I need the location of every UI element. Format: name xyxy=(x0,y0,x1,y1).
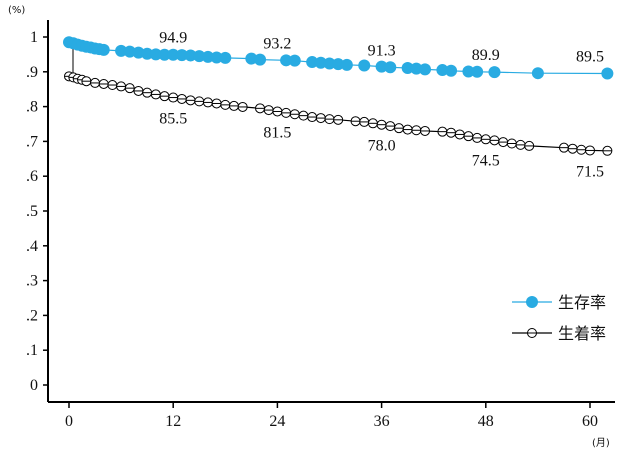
survival-point xyxy=(141,47,154,60)
x-tick-label: 12 xyxy=(165,413,181,430)
x-tick-label: 36 xyxy=(374,413,390,430)
x-unit-label: (月) xyxy=(592,437,610,449)
survival-point xyxy=(436,64,449,77)
y-tick-label: 0 xyxy=(30,377,38,394)
survival-data-label: 89.5 xyxy=(576,49,604,66)
survival-point xyxy=(175,49,188,62)
survival-point xyxy=(149,48,162,61)
survival-point xyxy=(210,51,223,64)
y-tick-label: .7 xyxy=(26,133,38,150)
survival-point xyxy=(323,57,336,70)
y-tick-label: .8 xyxy=(26,99,38,116)
y-tick-label: .1 xyxy=(26,342,38,359)
y-tick-label: .6 xyxy=(26,168,38,185)
survival-point xyxy=(445,64,458,77)
survival-point xyxy=(384,61,397,74)
survival-point xyxy=(158,48,171,61)
legend-engraftment-label: 生着率 xyxy=(558,324,606,343)
chart-annotations: 94.9 93.2 91.3 89.9 89.5 85.5 81.5 78.0 74.5 71.5 xyxy=(159,30,604,181)
survival-point xyxy=(245,52,258,65)
engraftment-data-label: 81.5 xyxy=(263,124,291,141)
x-tick-label: 60 xyxy=(582,413,598,430)
x-tick-label: 24 xyxy=(269,413,285,430)
survival-point xyxy=(201,50,214,63)
survival-point xyxy=(332,58,345,71)
survival-point xyxy=(410,62,423,75)
y-unit-label: (%) xyxy=(8,5,25,16)
legend-survival-label: 生存率 xyxy=(558,293,606,312)
survival-data-label: 89.9 xyxy=(472,47,500,64)
survival-point xyxy=(132,46,145,59)
y-tick-label: .4 xyxy=(26,238,38,255)
survival-point xyxy=(280,54,293,67)
y-tick-label: .5 xyxy=(26,203,38,220)
survival-point xyxy=(314,56,327,69)
engraftment-data-label: 71.5 xyxy=(576,163,604,180)
engraftment-data-label: 85.5 xyxy=(159,111,187,128)
survival-data-label: 94.9 xyxy=(159,30,187,47)
survival-point xyxy=(184,49,197,62)
chart-series-group xyxy=(63,36,614,156)
survival-point xyxy=(254,53,267,66)
survival-point xyxy=(219,51,232,64)
survival-point xyxy=(401,61,414,74)
y-tick-label: 1 xyxy=(30,29,38,46)
survival-point xyxy=(306,56,319,69)
y-tick-label: .3 xyxy=(26,273,38,290)
survival-point xyxy=(471,65,484,78)
survival-point xyxy=(288,54,301,67)
survival-data-label: 93.2 xyxy=(263,36,291,53)
engraftment-data-label: 78.0 xyxy=(368,138,396,155)
survival-point xyxy=(97,43,110,56)
x-tick-label: 48 xyxy=(478,413,494,430)
legend-survival-marker xyxy=(526,296,538,308)
survival-point xyxy=(601,67,614,80)
survival-point xyxy=(462,65,475,78)
survival-point xyxy=(193,50,206,63)
chart-axes: 0 .1 .2 .3 .4 .5 .6 .7 .8 .9 1 (%) 0 12 24 36 48 60 (月) xyxy=(8,5,615,449)
y-tick-label: .2 xyxy=(26,307,38,324)
survival-point xyxy=(488,66,501,79)
survival-point xyxy=(419,63,432,76)
survival-point xyxy=(115,44,128,57)
engraftment-line xyxy=(68,75,608,152)
survival-point xyxy=(167,48,180,61)
x-tick-label: 0 xyxy=(65,413,73,430)
engraftment-data-label: 74.5 xyxy=(472,152,500,169)
survival-point xyxy=(375,60,388,73)
survival-data-label: 91.3 xyxy=(368,42,396,59)
y-tick-label: .9 xyxy=(26,64,38,81)
survival-point xyxy=(123,45,136,58)
survival-point xyxy=(531,67,544,80)
survival-point xyxy=(340,58,353,71)
survival-point xyxy=(358,59,371,72)
